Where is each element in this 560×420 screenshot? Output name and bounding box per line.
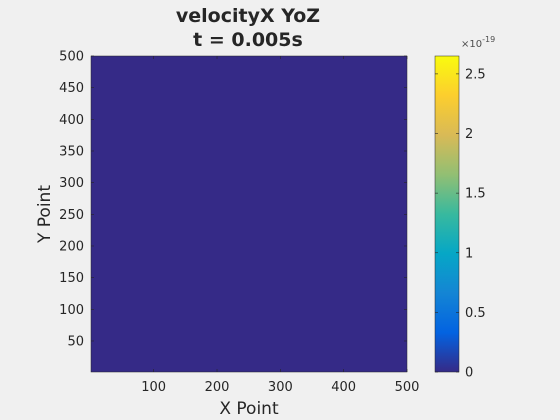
x-tick-label: 100 [141, 380, 166, 395]
colorbar-exponent: ×10-19 [461, 35, 495, 50]
y-axis-label: Y Point [35, 185, 55, 244]
chart-title-line-1: velocityX YoZ [176, 5, 320, 27]
x-tick-label: 300 [268, 380, 293, 395]
y-tick-label: 300 [59, 176, 84, 191]
colorbar-tick-label: 1 [465, 246, 473, 261]
heatmap-field [90, 55, 408, 373]
y-tick-label: 200 [59, 239, 84, 254]
colorbar-tick-label: 0.5 [465, 306, 486, 321]
colorbar [434, 55, 460, 373]
x-axis-label: X Point [219, 399, 279, 419]
y-tick-label: 350 [59, 144, 84, 159]
y-tick-label: 450 [59, 81, 84, 96]
colorbar-tick-label: 2.5 [465, 67, 486, 82]
x-tick-label: 500 [395, 380, 420, 395]
y-axis-ticks: 50 100 150 200 250 300 350 400 450 500 [59, 50, 407, 349]
colorbar-tick-label: 0 [465, 366, 473, 381]
chart-title-line-2: t = 0.005s [193, 29, 303, 51]
x-axis-ticks: 100 200 300 400 500 [141, 56, 419, 395]
colorbar-ticks: 0 0.5 1 1.5 2 2.5 [435, 67, 486, 381]
colorbar-tick-label: 1.5 [465, 187, 486, 202]
colorbar-tick-label: 2 [465, 127, 473, 142]
y-tick-label: 500 [59, 50, 84, 65]
x-tick-label: 400 [331, 380, 356, 395]
y-tick-label: 400 [59, 113, 84, 128]
y-tick-label: 50 [67, 334, 84, 349]
y-tick-label: 250 [59, 208, 84, 223]
y-tick-label: 100 [59, 303, 84, 318]
y-tick-label: 150 [59, 271, 84, 286]
x-tick-label: 200 [205, 380, 230, 395]
